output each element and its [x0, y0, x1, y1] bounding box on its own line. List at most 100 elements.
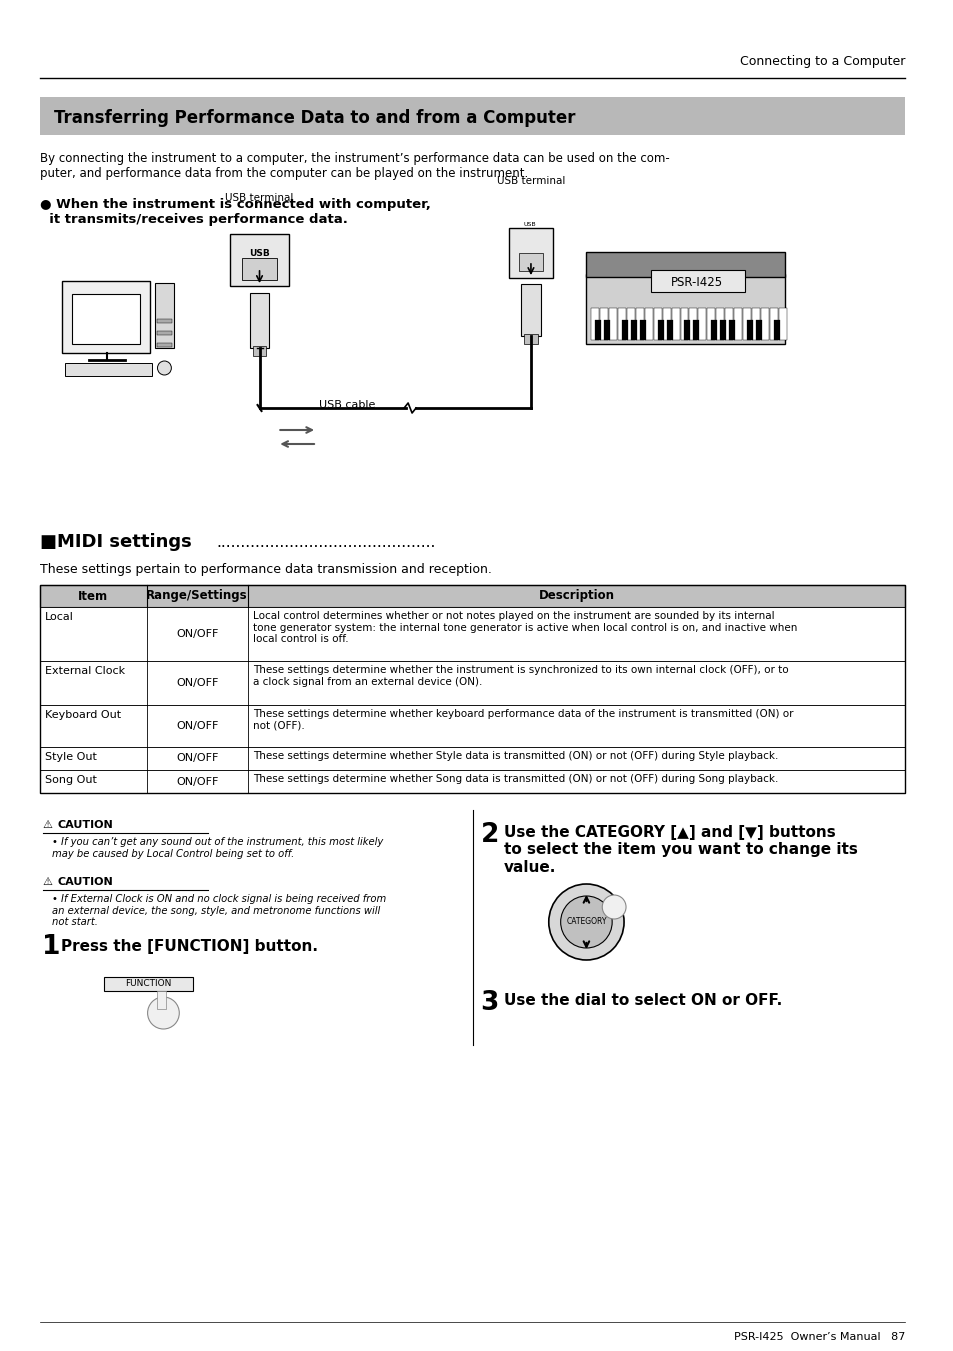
Text: By connecting the instrument to a computer, the instrument’s performance data ca: By connecting the instrument to a comput…: [40, 153, 669, 180]
Text: USB: USB: [249, 249, 270, 258]
Text: USB terminal: USB terminal: [225, 193, 294, 203]
Bar: [636, 308, 643, 340]
Text: Local: Local: [45, 612, 73, 621]
Bar: [104, 977, 193, 992]
Text: CAUTION: CAUTION: [57, 877, 113, 888]
Bar: [250, 293, 269, 349]
Bar: [156, 319, 172, 323]
Text: PSR-I425  Owner’s Manual   87: PSR-I425 Owner’s Manual 87: [733, 1332, 904, 1342]
Bar: [653, 308, 661, 340]
Text: USB terminal: USB terminal: [497, 176, 564, 186]
Bar: [746, 320, 752, 340]
Bar: [40, 607, 904, 661]
Text: • If External Clock is ON and no clock signal is being received from
an external: • If External Clock is ON and no clock s…: [51, 894, 385, 927]
Text: • If you can’t get any sound out of the instrument, this most likely
may be caus: • If you can’t get any sound out of the …: [51, 838, 382, 859]
Bar: [40, 705, 904, 747]
Bar: [755, 320, 760, 340]
Bar: [62, 281, 150, 353]
Bar: [662, 308, 670, 340]
Text: PSR-I425: PSR-I425: [671, 277, 722, 289]
Text: External Clock: External Clock: [45, 666, 125, 676]
Bar: [679, 308, 688, 340]
Circle shape: [601, 894, 625, 919]
Bar: [72, 295, 139, 345]
Text: ● When the instrument is connected with computer,
  it transmits/receives perfor: ● When the instrument is connected with …: [40, 199, 430, 226]
Bar: [742, 308, 750, 340]
Bar: [671, 308, 679, 340]
Circle shape: [157, 361, 172, 376]
Bar: [40, 585, 904, 793]
Bar: [241, 258, 277, 280]
Circle shape: [148, 997, 179, 1029]
Bar: [40, 97, 904, 135]
Bar: [618, 308, 625, 340]
Bar: [66, 363, 152, 376]
Text: Connecting to a Computer: Connecting to a Computer: [740, 55, 904, 68]
Text: ON/OFF: ON/OFF: [175, 721, 218, 731]
Text: CATEGORY: CATEGORY: [565, 917, 606, 927]
Bar: [683, 320, 690, 340]
Bar: [689, 308, 697, 340]
Bar: [156, 331, 172, 335]
Text: Keyboard Out: Keyboard Out: [45, 711, 121, 720]
Bar: [751, 308, 759, 340]
Bar: [609, 308, 617, 340]
Text: ON/OFF: ON/OFF: [175, 630, 218, 639]
Bar: [603, 320, 610, 340]
Text: Use the dial to select ON or OFF.: Use the dial to select ON or OFF.: [504, 993, 781, 1008]
Text: USB cable: USB cable: [318, 400, 375, 409]
Bar: [760, 308, 768, 340]
Bar: [591, 308, 598, 340]
Text: Transferring Performance Data to and from a Computer: Transferring Performance Data to and fro…: [54, 109, 576, 127]
Bar: [728, 320, 734, 340]
Text: 3: 3: [480, 990, 498, 1016]
Bar: [650, 270, 744, 292]
Bar: [518, 253, 542, 272]
Text: Description: Description: [537, 589, 614, 603]
Text: ON/OFF: ON/OFF: [175, 754, 218, 763]
Text: .............................................: ........................................…: [215, 535, 435, 550]
Text: CAUTION: CAUTION: [57, 820, 113, 830]
Bar: [154, 282, 174, 349]
Bar: [720, 320, 725, 340]
Bar: [630, 320, 637, 340]
Bar: [693, 320, 699, 340]
Bar: [156, 343, 172, 347]
Bar: [666, 320, 672, 340]
Bar: [253, 346, 266, 357]
Bar: [639, 320, 645, 340]
Circle shape: [560, 896, 612, 948]
Bar: [40, 770, 904, 793]
Text: 2: 2: [480, 821, 498, 848]
Text: Local control determines whether or not notes played on the instrument are sound: Local control determines whether or not …: [253, 611, 796, 644]
Bar: [769, 308, 777, 340]
Bar: [586, 253, 783, 277]
Bar: [509, 228, 552, 278]
Text: USB: USB: [522, 222, 535, 227]
Bar: [523, 334, 537, 345]
Text: Press the [FUNCTION] button.: Press the [FUNCTION] button.: [61, 939, 318, 955]
Bar: [716, 308, 723, 340]
Bar: [599, 308, 608, 340]
Text: 1: 1: [42, 934, 60, 961]
Text: These settings determine whether the instrument is synchronized to its own inter: These settings determine whether the ins…: [253, 665, 787, 686]
Bar: [706, 308, 715, 340]
Bar: [711, 320, 717, 340]
Bar: [40, 585, 904, 607]
Text: These settings determine whether keyboard performance data of the instrument is : These settings determine whether keyboar…: [253, 709, 792, 731]
Text: ON/OFF: ON/OFF: [175, 678, 218, 688]
Text: ⚠: ⚠: [43, 820, 52, 830]
Bar: [40, 747, 904, 770]
Bar: [698, 308, 705, 340]
Bar: [595, 320, 600, 340]
Text: Use the CATEGORY [▲] and [▼] buttons
to select the item you want to change its
v: Use the CATEGORY [▲] and [▼] buttons to …: [504, 825, 857, 875]
Bar: [733, 308, 741, 340]
Bar: [230, 234, 289, 286]
Text: FUNCTION: FUNCTION: [125, 978, 172, 988]
Text: ⚠: ⚠: [43, 877, 52, 888]
Bar: [40, 661, 904, 705]
Bar: [520, 284, 540, 336]
Text: ON/OFF: ON/OFF: [175, 777, 218, 786]
Text: These settings pertain to performance data transmission and reception.: These settings pertain to performance da…: [40, 563, 491, 576]
Bar: [586, 274, 783, 345]
